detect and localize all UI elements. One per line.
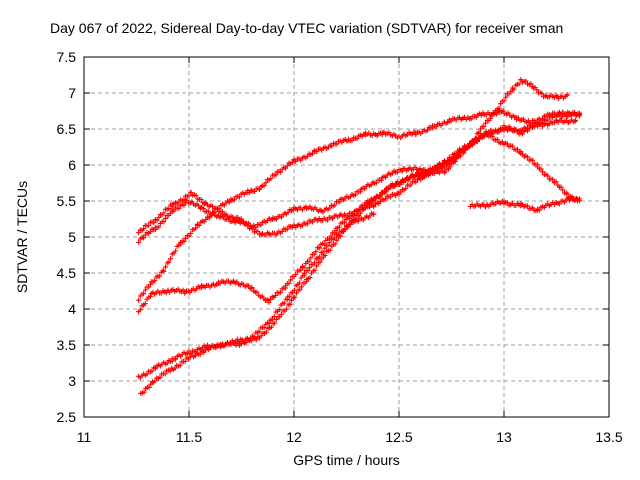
trace-4	[136, 130, 580, 381]
x-tick-label: 11.5	[176, 429, 202, 445]
trace-6	[136, 117, 578, 245]
x-tick-label: 12.5	[385, 429, 412, 445]
y-tick-label: 3.5	[57, 337, 77, 353]
y-tick-label: 3	[68, 373, 76, 389]
y-tick-label: 7	[68, 85, 76, 101]
y-tick-label: 2.5	[57, 409, 77, 425]
y-tick-label: 5	[68, 229, 76, 245]
y-tick-label: 4	[68, 301, 76, 317]
y-tick-label: 7.5	[57, 49, 77, 65]
y-tick-label: 5.5	[57, 193, 77, 209]
chart-title: Day 067 of 2022, Sidereal Day-to-day VTE…	[50, 20, 564, 36]
x-tick-label: 13.5	[595, 429, 622, 445]
y-tick-label: 4.5	[57, 265, 77, 281]
x-tick-label: 12	[286, 429, 302, 445]
trace-5-seg1	[138, 210, 377, 396]
y-tick-label: 6	[68, 157, 76, 173]
x-axis-label: GPS time / hours	[293, 452, 400, 468]
x-tick-label: 11	[77, 429, 92, 445]
trace-5-seg2	[467, 195, 583, 214]
y-tick-label: 6.5	[57, 121, 77, 137]
trace-2	[136, 108, 583, 303]
x-tick-label: 13	[496, 429, 512, 445]
